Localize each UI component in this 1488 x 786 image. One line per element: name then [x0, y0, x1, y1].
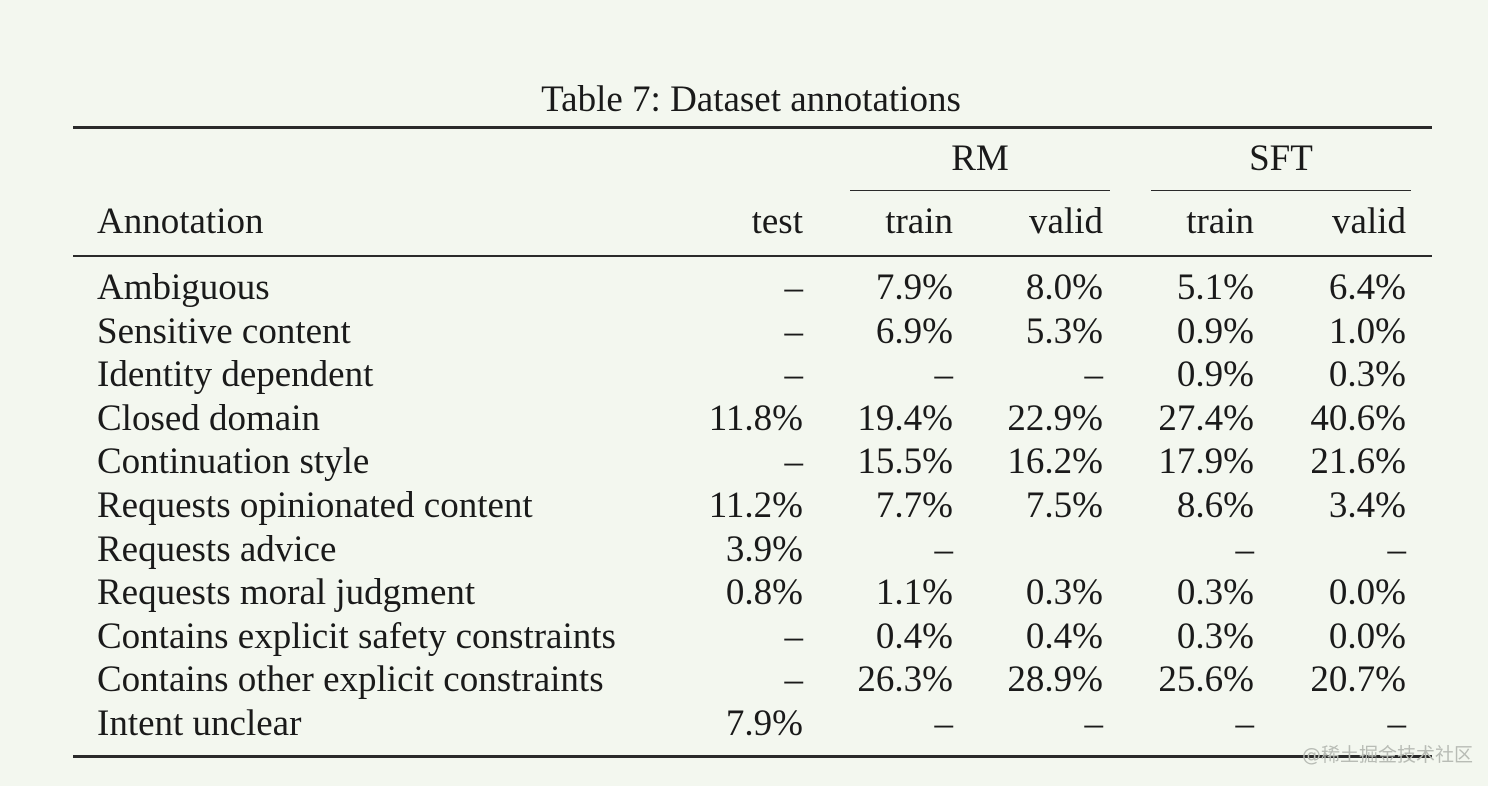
cell-rm-valid: 22.9% [1007, 398, 1103, 439]
cell-annotation: Identity dependent [97, 354, 374, 395]
bottom-rule [73, 755, 1432, 758]
cell-rm-valid: – [1084, 354, 1104, 395]
cell-rm-train: 26.3% [857, 659, 953, 700]
watermark: @稀土掘金技术社区 [1302, 744, 1474, 766]
table-row: Intent unclear 7.9% – – – – [0, 702, 1488, 745]
group-header-sft: SFT [1249, 138, 1313, 179]
cell-annotation: Intent unclear [97, 703, 302, 744]
cell-sft-train: 0.3% [1176, 572, 1254, 613]
cell-sft-train: 0.3% [1176, 616, 1254, 657]
table-caption: Table 7: Dataset annotations [541, 79, 961, 120]
table-row: Sensitive content – 6.9% 5.3% 0.9% 1.0% [0, 310, 1488, 353]
cell-sft-valid: 0.0% [1328, 616, 1406, 657]
cell-test: 11.8% [708, 398, 803, 439]
column-header-annotation: Annotation [97, 201, 264, 242]
cell-rm-valid: 0.4% [1025, 616, 1103, 657]
cell-annotation: Contains other explicit constraints [97, 659, 604, 700]
cell-rm-train: – [934, 354, 954, 395]
cell-annotation: Closed domain [97, 398, 321, 439]
table-row: Requests moral judgment 0.8% 1.1% 0.3% 0.3% 0… [0, 571, 1488, 614]
table-row: Continuation style – 15.5% 16.2% 17.9% 21.6% [0, 440, 1488, 483]
cell-annotation: Continuation style [97, 441, 370, 482]
header-rule [73, 255, 1432, 257]
cell-sft-valid: 3.4% [1328, 485, 1406, 526]
cell-annotation: Contains explicit safety constraints [97, 616, 616, 657]
cell-sft-valid: 6.4% [1328, 267, 1406, 308]
cell-test: 0.8% [725, 572, 803, 613]
rm-group-underline [850, 190, 1110, 191]
cell-rm-train: – [934, 529, 954, 570]
cell-test: – [784, 616, 804, 657]
table-row: Closed domain 11.8% 19.4% 22.9% 27.4% 40.6% [0, 397, 1488, 440]
cell-sft-valid: 21.6% [1310, 441, 1406, 482]
cell-sft-valid: 0.3% [1328, 354, 1406, 395]
cell-rm-train: – [934, 703, 954, 744]
cell-rm-valid: 7.5% [1025, 485, 1103, 526]
cell-sft-valid: 1.0% [1328, 311, 1406, 352]
cell-test: – [784, 311, 804, 352]
group-header-rm: RM [951, 138, 1009, 179]
column-header-sft-train: train [1186, 201, 1254, 242]
cell-sft-train: 17.9% [1158, 441, 1254, 482]
cell-rm-train: 0.4% [875, 616, 953, 657]
sft-group-underline [1151, 190, 1411, 191]
cell-sft-valid: – [1387, 703, 1407, 744]
cell-sft-valid: 0.0% [1328, 572, 1406, 613]
cell-sft-valid: 20.7% [1310, 659, 1406, 700]
top-rule [73, 126, 1432, 129]
cell-sft-valid: – [1387, 529, 1407, 570]
table-row: Ambiguous – 7.9% 8.0% 5.1% 6.4% [0, 266, 1488, 309]
cell-sft-train: 0.9% [1176, 354, 1254, 395]
cell-rm-train: 7.9% [875, 267, 953, 308]
cell-rm-valid: 28.9% [1007, 659, 1103, 700]
cell-test: 3.9% [725, 529, 803, 570]
cell-annotation: Ambiguous [97, 267, 270, 308]
cell-test: – [784, 441, 804, 482]
cell-rm-valid: 8.0% [1025, 267, 1103, 308]
column-header-rm-valid: valid [1029, 201, 1103, 242]
cell-sft-train: 8.6% [1176, 485, 1254, 526]
cell-annotation: Requests opinionated content [97, 485, 533, 526]
table-row: Requests opinionated content 11.2% 7.7% 7.5… [0, 484, 1488, 527]
cell-rm-train: 6.9% [875, 311, 953, 352]
cell-rm-valid [953, 528, 1103, 571]
column-header-sft-valid: valid [1332, 201, 1406, 242]
table-row: Contains explicit safety constraints – 0.4… [0, 615, 1488, 658]
cell-annotation: Requests advice [97, 529, 337, 570]
cell-rm-train: 19.4% [857, 398, 953, 439]
cell-rm-valid: – [1084, 703, 1104, 744]
cell-test: – [784, 267, 804, 308]
column-header-test: test [751, 201, 803, 242]
cell-sft-train: – [1235, 529, 1255, 570]
cell-test: 11.2% [708, 485, 803, 526]
cell-test: 7.9% [725, 703, 803, 744]
cell-rm-valid: 16.2% [1007, 441, 1103, 482]
cell-sft-train: 27.4% [1158, 398, 1254, 439]
table-row: Contains other explicit constraints – 26.3… [0, 658, 1488, 701]
cell-rm-train: 15.5% [857, 441, 953, 482]
cell-sft-train: 25.6% [1158, 659, 1254, 700]
cell-test: – [784, 659, 804, 700]
cell-sft-train: – [1235, 703, 1255, 744]
cell-sft-train: 5.1% [1176, 267, 1254, 308]
cell-sft-train: 0.9% [1176, 311, 1254, 352]
cell-test: – [784, 354, 804, 395]
table-row: Identity dependent – – – 0.9% 0.3% [0, 353, 1488, 396]
cell-sft-valid: 40.6% [1310, 398, 1406, 439]
cell-annotation: Sensitive content [97, 311, 351, 352]
cell-rm-valid: 5.3% [1025, 311, 1103, 352]
cell-rm-train: 7.7% [875, 485, 953, 526]
cell-rm-valid: 0.3% [1025, 572, 1103, 613]
table-row: Requests advice 3.9% – – – [0, 528, 1488, 571]
cell-rm-train: 1.1% [875, 572, 953, 613]
cell-annotation: Requests moral judgment [97, 572, 476, 613]
column-header-rm-train: train [885, 201, 953, 242]
